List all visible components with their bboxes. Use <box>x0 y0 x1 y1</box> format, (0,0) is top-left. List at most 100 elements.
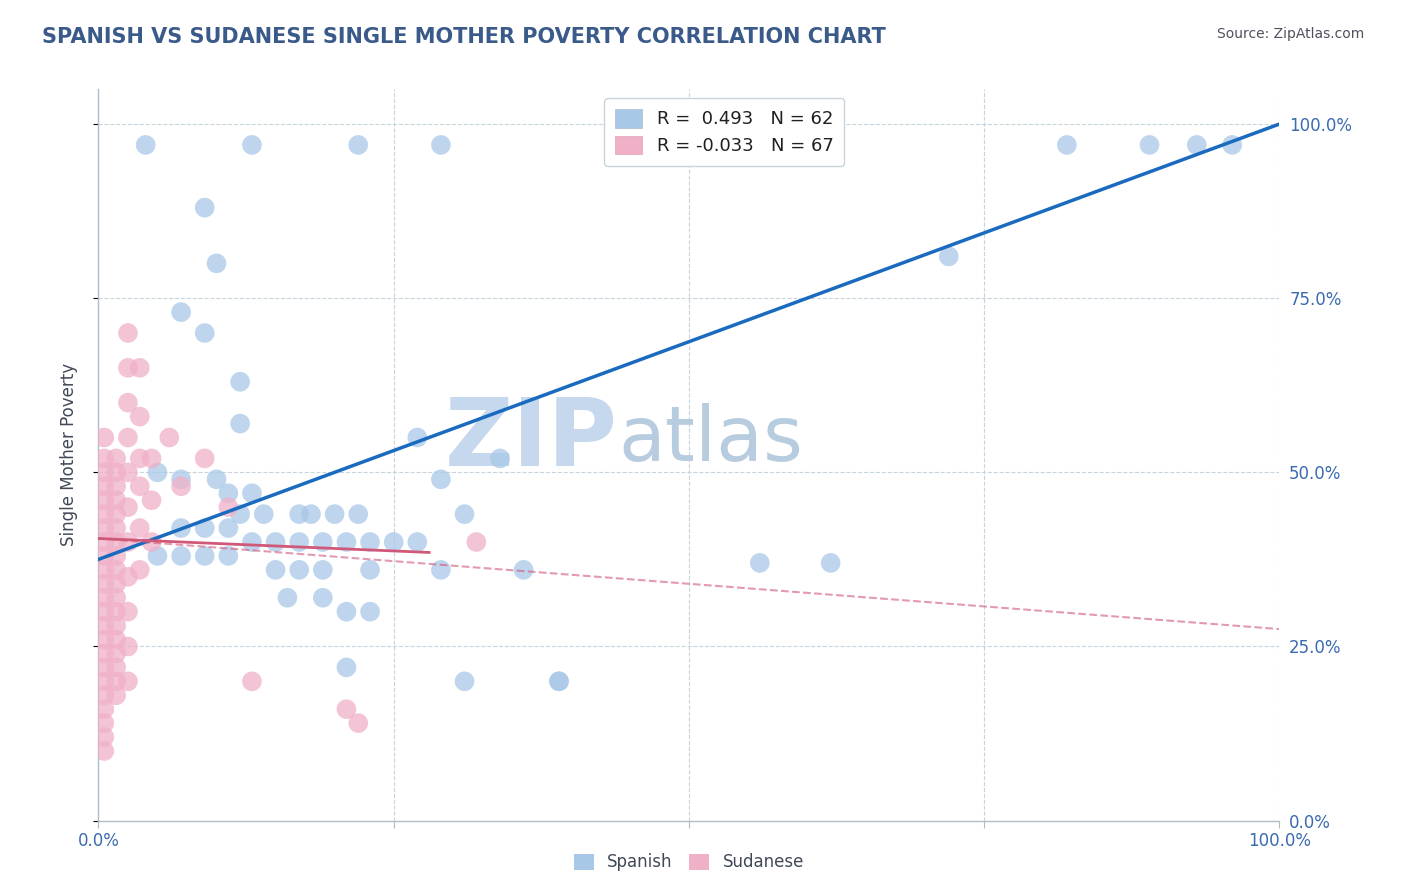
Point <box>820 556 842 570</box>
Point <box>229 417 252 431</box>
Point <box>748 556 770 570</box>
Point <box>93 451 115 466</box>
Point <box>240 674 263 689</box>
Point <box>288 507 311 521</box>
Point <box>93 647 115 661</box>
Point <box>217 486 239 500</box>
Point <box>105 549 128 563</box>
Point <box>335 605 357 619</box>
Point <box>406 430 429 444</box>
Point <box>264 563 287 577</box>
Point <box>217 521 239 535</box>
Point <box>465 535 488 549</box>
Point <box>105 605 128 619</box>
Point <box>93 507 115 521</box>
Point <box>323 507 346 521</box>
Point <box>93 563 115 577</box>
Point <box>229 375 252 389</box>
Point <box>299 507 322 521</box>
Point <box>194 326 217 340</box>
Point <box>548 674 571 689</box>
Point <box>359 535 381 549</box>
Point <box>128 360 150 375</box>
Point <box>93 576 115 591</box>
Point <box>105 507 128 521</box>
Point <box>117 535 139 549</box>
Point <box>105 451 128 466</box>
Point <box>93 591 115 605</box>
Point <box>288 535 311 549</box>
Point <box>430 563 453 577</box>
Point <box>93 466 115 480</box>
Point <box>205 472 228 486</box>
Point <box>194 451 217 466</box>
Point <box>93 493 115 508</box>
Point <box>170 549 193 563</box>
Point <box>93 632 115 647</box>
Point <box>382 535 405 549</box>
Point <box>453 507 475 521</box>
Point <box>548 674 571 689</box>
Point <box>105 535 128 549</box>
Point <box>105 647 128 661</box>
Point <box>359 605 381 619</box>
Point <box>105 493 128 508</box>
Point <box>170 479 193 493</box>
Point <box>117 570 139 584</box>
Point <box>1185 137 1208 152</box>
Point <box>117 430 139 444</box>
Point <box>117 605 139 619</box>
Point <box>93 660 115 674</box>
Point <box>276 591 298 605</box>
Point <box>264 535 287 549</box>
Point <box>105 618 128 632</box>
Point <box>105 521 128 535</box>
Point <box>1056 137 1078 152</box>
Point <box>430 137 453 152</box>
Point <box>141 493 163 508</box>
Point <box>406 535 429 549</box>
Point <box>335 535 357 549</box>
Point <box>93 674 115 689</box>
Point <box>128 563 150 577</box>
Point <box>105 632 128 647</box>
Point <box>335 702 357 716</box>
Point <box>117 640 139 654</box>
Point <box>1139 137 1161 152</box>
Point <box>240 535 263 549</box>
Point <box>93 535 115 549</box>
Point <box>359 563 381 577</box>
Point <box>128 451 150 466</box>
Point <box>217 500 239 515</box>
Point <box>93 744 115 758</box>
Text: atlas: atlas <box>619 403 803 477</box>
Point <box>253 507 276 521</box>
Point <box>128 521 150 535</box>
Point <box>312 563 335 577</box>
Point <box>105 479 128 493</box>
Point <box>141 451 163 466</box>
Point <box>312 591 335 605</box>
Point <box>347 507 370 521</box>
Point <box>117 466 139 480</box>
Point <box>117 360 139 375</box>
Point <box>93 479 115 493</box>
Point <box>347 137 370 152</box>
Point <box>453 674 475 689</box>
Point <box>105 576 128 591</box>
Point <box>117 674 139 689</box>
Point <box>157 430 180 444</box>
Point <box>128 409 150 424</box>
Text: SPANISH VS SUDANESE SINGLE MOTHER POVERTY CORRELATION CHART: SPANISH VS SUDANESE SINGLE MOTHER POVERT… <box>42 27 886 46</box>
Point <box>141 535 163 549</box>
Point <box>93 521 115 535</box>
Point <box>117 395 139 409</box>
Point <box>135 137 157 152</box>
Point <box>105 591 128 605</box>
Point <box>170 305 193 319</box>
Point <box>229 507 252 521</box>
Point <box>128 479 150 493</box>
Point <box>205 256 228 270</box>
Point <box>1220 137 1243 152</box>
Point <box>117 500 139 515</box>
